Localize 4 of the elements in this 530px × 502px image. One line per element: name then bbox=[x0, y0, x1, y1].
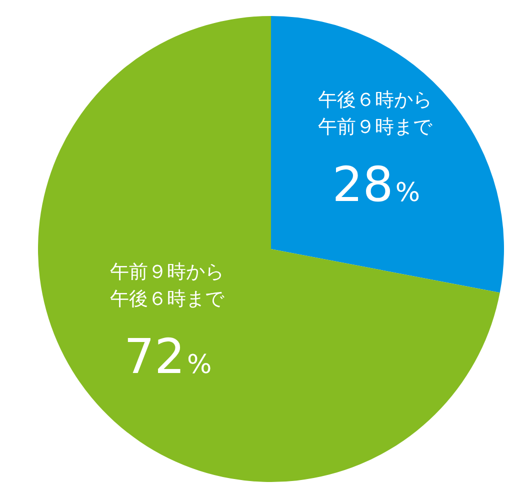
slice-label: 午前９時から午後６時まで bbox=[110, 261, 225, 310]
slice-label: 午後６時から午前９時まで bbox=[318, 88, 434, 138]
data-label: 72% bbox=[124, 329, 212, 386]
data-label: 28% bbox=[332, 156, 420, 213]
